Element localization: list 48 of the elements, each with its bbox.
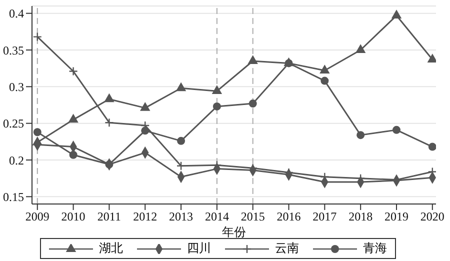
legend-label: 云南 xyxy=(274,240,299,257)
x-tick-label: 2009 xyxy=(25,210,50,224)
point xyxy=(391,10,402,18)
y-tick-label: 0.4 xyxy=(9,6,24,21)
x-tick-label: 2013 xyxy=(169,210,194,224)
x-tick-label: 2012 xyxy=(133,210,158,224)
point xyxy=(176,82,186,92)
point xyxy=(176,161,186,170)
point xyxy=(248,100,257,108)
point xyxy=(428,142,436,151)
point xyxy=(427,54,436,62)
point xyxy=(392,126,400,134)
y-tick-label: 0.3 xyxy=(9,80,24,94)
y-tick-label: 0.25 xyxy=(3,116,24,131)
point xyxy=(68,114,78,123)
point xyxy=(141,126,150,135)
x-tick-label: 2014 xyxy=(204,210,229,224)
x-tick-label: 2010 xyxy=(61,210,86,224)
point xyxy=(212,85,222,94)
legend-label: 四川 xyxy=(186,240,211,257)
y-tick-label: 0.2 xyxy=(9,153,24,168)
y-tick-label: 0.15 xyxy=(3,190,24,204)
x-axis-title: 年份 xyxy=(222,225,246,239)
point xyxy=(320,64,330,74)
point xyxy=(140,102,150,111)
point xyxy=(355,44,366,53)
point xyxy=(32,32,42,42)
x-tick-label: 2015 xyxy=(240,210,265,224)
y-tick-label: 0.35 xyxy=(3,43,24,58)
point xyxy=(212,102,221,110)
point xyxy=(356,131,365,140)
x-tick-label: 2016 xyxy=(276,210,301,224)
point xyxy=(177,136,186,145)
point xyxy=(104,118,114,128)
point xyxy=(105,160,114,168)
point xyxy=(68,66,78,76)
point xyxy=(248,55,258,64)
legend-label: 青海 xyxy=(362,240,387,257)
point xyxy=(69,150,78,159)
point xyxy=(104,93,114,102)
x-tick-label: 2018 xyxy=(348,210,373,224)
x-tick-label: 2011 xyxy=(97,210,121,224)
point xyxy=(320,76,329,85)
x-tick-label: 2019 xyxy=(384,210,408,224)
x-tick-label: 2020 xyxy=(420,210,444,224)
legend-label: 湖北 xyxy=(98,240,123,257)
x-tick-label: 2017 xyxy=(312,210,337,224)
point xyxy=(33,128,42,136)
